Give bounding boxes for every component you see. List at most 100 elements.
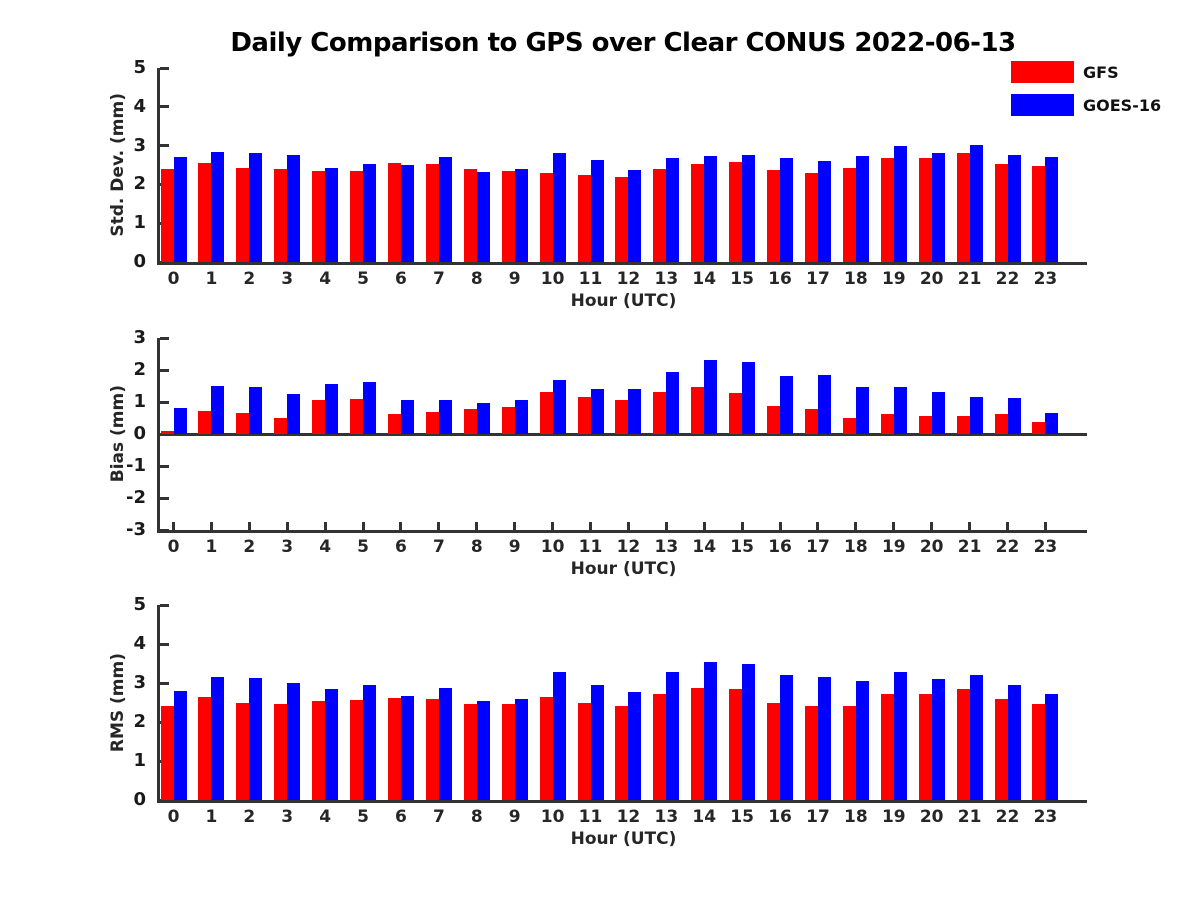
y-axis-spine (157, 605, 160, 803)
bar-gfs (804, 706, 818, 800)
bar-goes16 (287, 394, 301, 434)
x-tick-label: 16 (768, 537, 792, 557)
x-tick-mark (209, 522, 213, 530)
bar-goes16 (363, 685, 377, 800)
x-tick-label: 10 (540, 269, 565, 289)
bar-goes16 (438, 156, 452, 262)
x-tick-label: 1 (205, 537, 218, 557)
bar-gfs (615, 705, 629, 800)
x-tick-label: 3 (281, 807, 294, 827)
bar-gfs (880, 414, 894, 434)
legend-item-goes16: GOES-16 (1011, 94, 1161, 116)
x-tick-label: 13 (654, 269, 679, 289)
bar-goes16 (476, 700, 490, 800)
bar-gfs (312, 170, 326, 262)
bar-gfs (350, 170, 364, 262)
bar-goes16 (173, 690, 187, 800)
x-tick-mark (930, 792, 934, 800)
bar-gfs (956, 416, 970, 434)
y-tick-mark (160, 528, 169, 532)
x-axis-spine (157, 530, 1087, 533)
x-tick-mark (740, 522, 744, 530)
x-tick-label: 19 (881, 269, 906, 289)
x-tick-label: 4 (319, 269, 332, 289)
x-tick-mark (247, 792, 251, 800)
bar-gfs (804, 408, 818, 434)
x-tick-label: 4 (319, 807, 332, 827)
x-axis-label: Hour (UTC) (570, 559, 677, 579)
x-tick-mark (285, 254, 289, 262)
y-tick-mark (160, 603, 169, 607)
y-tick-label: 5 (133, 57, 146, 78)
bar-gfs (274, 418, 288, 434)
bar-goes16 (552, 152, 566, 262)
x-tick-mark (361, 792, 365, 800)
x-tick-mark (437, 792, 441, 800)
bar-gfs (653, 392, 667, 434)
bar-goes16 (400, 399, 414, 434)
x-tick-label: 18 (844, 807, 868, 827)
bar-gfs (653, 168, 667, 262)
y-tick-label: 3 (133, 327, 146, 348)
x-tick-mark (589, 254, 592, 262)
x-tick-mark (399, 254, 403, 262)
bar-goes16 (628, 169, 642, 262)
bar-gfs (615, 177, 629, 262)
x-tick-mark (513, 792, 517, 800)
y-tick-mark (160, 260, 169, 264)
bar-goes16 (969, 396, 983, 434)
bar-goes16 (1007, 684, 1021, 800)
bar-goes16 (1007, 398, 1021, 434)
y-tick-label: 1 (133, 750, 146, 771)
x-tick-mark (968, 522, 972, 530)
x-tick-mark (399, 522, 403, 530)
bar-gfs (842, 705, 856, 800)
x-tick-mark (172, 254, 175, 262)
x-tick-mark (778, 792, 782, 800)
bar-goes16 (287, 155, 301, 262)
x-tick-mark (437, 254, 441, 262)
bar-gfs (387, 163, 401, 262)
bar-goes16 (249, 153, 263, 262)
x-tick-mark (437, 522, 441, 530)
x-tick-mark (702, 792, 706, 800)
bar-gfs (274, 704, 288, 800)
x-tick-label: 12 (616, 537, 641, 557)
bar-gfs (767, 703, 781, 800)
y-axis-spine (157, 68, 160, 265)
bar-goes16 (400, 695, 414, 800)
x-tick-mark (323, 522, 327, 530)
bar-goes16 (704, 661, 718, 800)
bar-goes16 (1045, 157, 1059, 262)
bar-gfs (918, 694, 932, 800)
y-tick-mark (160, 432, 169, 436)
bar-gfs (312, 700, 326, 800)
bar-gfs (160, 168, 174, 262)
bar-goes16 (742, 362, 756, 434)
x-tick-mark (247, 522, 251, 530)
y-tick-label: 3 (133, 134, 146, 156)
bar-gfs (463, 409, 477, 434)
y-tick-label: 2 (133, 359, 146, 380)
y-tick-mark (160, 642, 169, 646)
x-tick-label: 7 (432, 807, 445, 827)
y-tick-mark (160, 400, 169, 404)
bar-goes16 (211, 677, 225, 800)
bar-goes16 (590, 388, 604, 434)
x-tick-label: 23 (1033, 537, 1058, 557)
bar-goes16 (514, 698, 528, 800)
bar-goes16 (893, 672, 907, 800)
y-tick-mark (160, 464, 169, 468)
x-tick-label: 19 (881, 807, 906, 827)
bar-goes16 (476, 171, 490, 262)
y-tick-label: 0 (133, 423, 146, 444)
bar-gfs (463, 703, 477, 800)
x-tick-label: 20 (919, 269, 944, 289)
bar-gfs (653, 693, 667, 800)
y-tick-label: 5 (133, 594, 146, 615)
y-tick-mark (160, 720, 169, 724)
x-tick-mark (361, 254, 365, 262)
x-tick-label: 5 (357, 269, 369, 289)
legend-label-gfs: GFS (1083, 62, 1119, 82)
